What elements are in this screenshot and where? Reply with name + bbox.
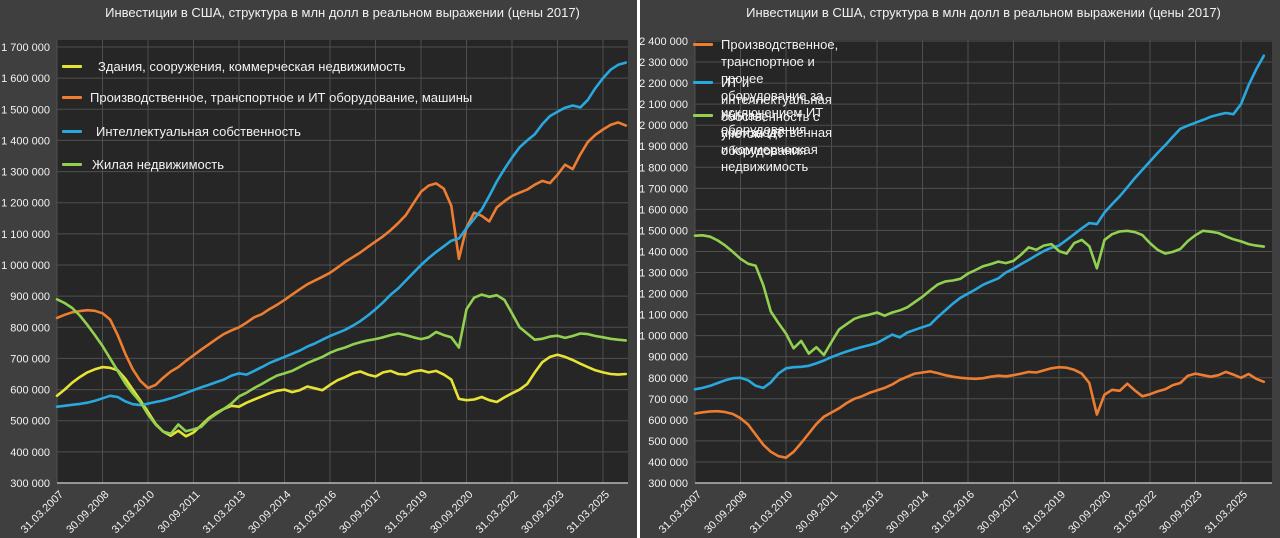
x-axis-tick-label: 31.03.2013 xyxy=(839,489,886,536)
y-axis-tick-label: 1 100 000 xyxy=(1,229,50,241)
legend-key-blue xyxy=(693,81,713,84)
y-axis-tick-label: 300 000 xyxy=(10,478,50,490)
legend-label: Производственное, транспортное и ИТ обор… xyxy=(90,90,473,105)
x-axis-tick-label: 31.03.2025 xyxy=(1203,489,1250,536)
x-axis-tick-label: 31.03.2010 xyxy=(748,489,795,536)
legend-key-yellow xyxy=(62,65,82,68)
x-axis-tick-label: 30.09.2008 xyxy=(702,489,749,536)
legend-item-equipment: Производственное, транспортное и ИТ обор… xyxy=(62,89,472,106)
y-axis-tick-label: 1 600 000 xyxy=(1,73,50,85)
y-axis-tick-label: 700 000 xyxy=(10,353,50,365)
y-axis-tick-label: 2 000 000 xyxy=(640,120,688,132)
x-axis-tick-label: 30.09.2017 xyxy=(337,489,384,536)
x-axis-tick-label: 30.09.2014 xyxy=(884,489,931,536)
x-axis-tick-label: 31.03.2007 xyxy=(657,489,704,536)
y-axis-tick-label: 1 400 000 xyxy=(1,135,50,147)
y-axis-tick-label: 1 700 000 xyxy=(640,183,688,195)
legend-label: Жилая недвижимость xyxy=(92,157,224,172)
y-axis-tick-label: 900 000 xyxy=(10,291,50,303)
legend-label: ИТ и интеллектуальная собственность с уч… xyxy=(721,75,832,158)
legend-key-green xyxy=(62,163,82,166)
y-axis-tick-label: 2 200 000 xyxy=(640,78,688,90)
x-axis-tick-label: 31.03.2019 xyxy=(383,489,430,536)
x-axis-tick-label: 31.03.2013 xyxy=(201,489,248,536)
x-axis-tick-label: 30.09.2023 xyxy=(519,489,566,536)
x-axis-tick-label: 31.03.2022 xyxy=(474,489,521,536)
chart-title-right: Инвестиции в США, структура в млн долл в… xyxy=(746,5,1221,20)
series-line-2 xyxy=(693,229,1266,357)
y-axis-tick-label: 1 900 000 xyxy=(640,141,688,153)
legend-label: Здания, сооружения, коммерческая недвижи… xyxy=(98,59,406,74)
y-axis-tick-label: 1 200 000 xyxy=(640,289,688,301)
series-line-1 xyxy=(693,54,1266,391)
legend-key-orange xyxy=(62,96,82,99)
series-line-1 xyxy=(55,121,628,390)
y-axis-tick-label: 1 400 000 xyxy=(640,246,688,258)
legend-item-intellectual-property: Интеллектуальная собственность xyxy=(62,123,301,140)
legend-label: Жилая, производственная и коммерческая н… xyxy=(721,108,833,174)
legend-item-equipment-ex-it: Производственное, транспортное и прочее … xyxy=(693,36,838,138)
series-line-2 xyxy=(55,61,628,409)
legend-key-blue xyxy=(62,130,82,133)
y-axis-tick-label: 900 000 xyxy=(648,352,688,364)
y-axis-tick-label: 600 000 xyxy=(648,415,688,427)
legend-key-orange xyxy=(693,43,713,46)
y-axis-tick-label: 1 200 000 xyxy=(1,198,50,210)
legend-item-real-estate: Жилая, производственная и коммерческая н… xyxy=(693,107,832,175)
x-axis-tick-label: 31.03.2025 xyxy=(565,489,612,536)
x-axis-tick-label: 31.03.2019 xyxy=(1021,489,1068,536)
y-axis-tick-label: 2 300 000 xyxy=(640,57,688,69)
y-axis-tick-label: 1 000 000 xyxy=(640,331,688,343)
y-axis-tick-label: 400 000 xyxy=(10,447,50,459)
x-axis-tick-label: 30.09.2011 xyxy=(156,489,203,536)
legend-label: Производственное, транспортное и прочее … xyxy=(721,37,839,137)
chart-panel-right: Инвестиции в США, структура в млн долл в… xyxy=(640,0,1280,538)
y-axis-tick-label: 1 000 000 xyxy=(1,260,50,272)
y-axis-tick-label: 300 000 xyxy=(648,478,688,490)
x-axis-tick-label: 31.03.2016 xyxy=(930,489,977,536)
y-axis-tick-label: 400 000 xyxy=(648,457,688,469)
chart-title-left: Инвестиции в США, структура в млн долл в… xyxy=(105,5,580,20)
series-line-0 xyxy=(693,365,1266,460)
x-axis-tick-label: 30.09.2014 xyxy=(246,489,293,536)
legend-label: Интеллектуальная собственность xyxy=(96,124,301,139)
x-axis-tick-label: 31.03.2010 xyxy=(110,489,157,536)
y-axis-tick-label: 1 500 000 xyxy=(640,225,688,237)
x-axis-tick-label: 30.09.2017 xyxy=(975,489,1022,536)
x-axis-tick-label: 30.09.2023 xyxy=(1157,489,1204,536)
y-axis-tick-label: 1 300 000 xyxy=(640,268,688,280)
line-chart-right: 300 000 400 000 500 000 600 000 700 000 800 0… xyxy=(640,36,1272,536)
y-axis-tick-label: 1 800 000 xyxy=(640,162,688,174)
chart-panel-left: Инвестиции в США, структура в млн долл в… xyxy=(0,0,637,538)
x-axis-tick-label: 30.09.2020 xyxy=(428,489,475,536)
y-axis-tick-label: 2 100 000 xyxy=(640,99,688,111)
y-axis-tick-label: 700 000 xyxy=(648,394,688,406)
x-axis-tick-label: 30.09.2011 xyxy=(794,489,841,536)
x-axis-tick-label: 30.09.2008 xyxy=(64,489,111,536)
legend-item-it-and-ip: ИТ и интеллектуальная собственность с уч… xyxy=(693,74,832,159)
legend-key-green xyxy=(693,114,713,117)
series-line-3 xyxy=(55,293,628,436)
y-axis-tick-label: 1 300 000 xyxy=(1,167,50,179)
y-axis-tick-label: 1 100 000 xyxy=(640,310,688,322)
y-axis-tick-label: 1 500 000 xyxy=(1,104,50,116)
x-axis-tick-label: 31.03.2016 xyxy=(292,489,339,536)
y-axis-tick-label: 1 700 000 xyxy=(1,42,50,54)
y-axis-tick-label: 1 600 000 xyxy=(640,204,688,216)
plot-area xyxy=(57,40,628,483)
y-axis-tick-label: 800 000 xyxy=(10,322,50,334)
y-axis-tick-label: 800 000 xyxy=(648,373,688,385)
legend-item-residential: Жилая недвижимость xyxy=(62,156,224,173)
y-axis-tick-label: 600 000 xyxy=(10,385,50,397)
y-axis-tick-label: 500 000 xyxy=(10,416,50,428)
line-chart-left: 300 000 400 000 500 000 600 000 700 000 800 0… xyxy=(1,40,628,536)
x-axis-tick-label: 31.03.2007 xyxy=(19,489,66,536)
y-axis-tick-label: 2 400 000 xyxy=(640,36,688,48)
x-axis-tick-label: 30.09.2020 xyxy=(1066,489,1113,536)
x-axis-tick-label: 31.03.2022 xyxy=(1112,489,1159,536)
y-axis-tick-label: 500 000 xyxy=(648,436,688,448)
legend-item-buildings: Здания, сооружения, коммерческая недвижи… xyxy=(62,58,406,75)
plot-area xyxy=(695,40,1272,483)
